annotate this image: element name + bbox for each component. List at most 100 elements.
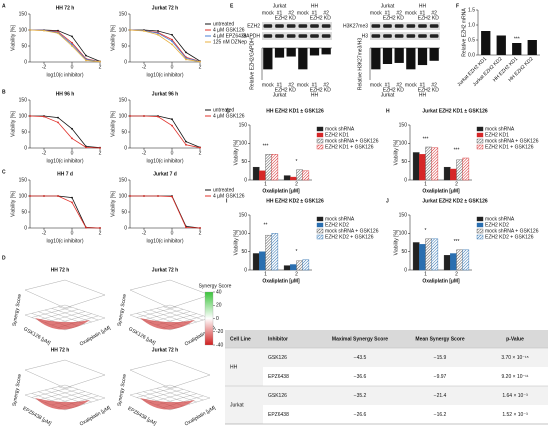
data-point <box>71 41 73 44</box>
blot-band <box>406 34 416 38</box>
bar <box>321 48 331 55</box>
curve <box>130 29 201 62</box>
surface-grid <box>51 388 92 403</box>
lane-label: #1 <box>385 82 391 88</box>
group-label: Jurkat <box>273 92 287 98</box>
surface-plot <box>24 359 106 411</box>
table-cell: Jurkat <box>230 402 244 408</box>
plot-title: HH 72 h <box>51 267 70 273</box>
kd-label: EZH2 KD <box>275 15 297 21</box>
bar <box>481 31 491 55</box>
y-tick-label: 100 <box>399 231 408 237</box>
bar <box>406 48 416 70</box>
bar <box>371 48 381 70</box>
plot-title: Jurkat 72 h <box>152 347 178 353</box>
x-tick-label: -2 <box>42 150 47 156</box>
table-cell: 1.64 × 10⁻³ <box>502 393 528 399</box>
table-cell: −43.5 <box>354 355 367 361</box>
x-tick-label: 2 <box>99 230 102 236</box>
legend-label: mock shRNA + GSK126 <box>325 228 379 234</box>
lane-label: mock <box>262 10 274 16</box>
curve <box>129 29 201 62</box>
table-cell: −16.2 <box>434 412 447 418</box>
bar <box>512 43 522 55</box>
surface-grid <box>163 306 204 321</box>
surface-grid <box>64 384 106 399</box>
bar <box>302 259 310 271</box>
data-point <box>185 140 187 143</box>
surface-box <box>24 359 106 389</box>
surface-grid <box>169 304 211 319</box>
curve <box>29 115 101 149</box>
panel-letter: H <box>386 108 390 114</box>
y-tick-label: 100 <box>19 113 28 119</box>
x-tick-label: 0 <box>71 230 74 236</box>
bar <box>450 253 457 271</box>
y-tick-label: 50 <box>121 43 127 49</box>
x-axis-label: log10(c inhibitor) <box>147 238 184 244</box>
y-axis-label: Viability [%] <box>10 191 16 217</box>
bar <box>298 48 308 70</box>
y-axis-label: Viability [%] <box>393 139 399 165</box>
bar <box>527 40 537 55</box>
data-point <box>43 29 45 32</box>
table-cell: 9.20 × 10⁻¹¹ <box>502 374 529 380</box>
lane-label: #2 <box>323 10 329 16</box>
kd-label: EZH2 KD <box>383 15 405 21</box>
table-cell: −21.4 <box>434 393 447 399</box>
bar <box>425 146 432 181</box>
annotation: *** <box>423 136 429 142</box>
y-tick-label: 0.5 <box>468 37 475 43</box>
curve <box>130 195 201 229</box>
x-axis-label: Oxaliplatin [µM] <box>262 188 300 194</box>
data-point <box>171 38 173 41</box>
y-tick-label: 100 <box>119 113 128 119</box>
legend-label: EZH2 KD2 <box>485 222 509 228</box>
y-axis-label: Relative EZH2/GAPDH <box>249 38 255 90</box>
plot-title: HH EZH2 KD2 ± GSK126 <box>266 198 324 204</box>
bar <box>252 166 260 181</box>
x-axis-label: log10(c inhibitor) <box>47 158 84 164</box>
y-axis-label: Viability [%] <box>110 191 116 217</box>
bar <box>429 48 439 61</box>
data-point <box>29 195 31 197</box>
x-tick-label: -2 <box>142 230 147 236</box>
table-row-bg <box>263 386 548 405</box>
data-point <box>71 127 73 130</box>
bar <box>450 168 457 181</box>
data-point <box>71 35 73 38</box>
group-label: Jurkat <box>381 92 395 98</box>
table-cell: 3.70 × 10⁻¹⁵ <box>501 355 528 361</box>
bar <box>431 147 439 181</box>
legend-swatch <box>316 126 324 132</box>
data-point <box>43 115 45 118</box>
annotation: *** <box>514 36 520 42</box>
x-tick-label: -2 <box>142 150 147 156</box>
x-tick-label: 0 <box>171 64 174 70</box>
bar <box>419 154 426 181</box>
bar <box>274 48 285 58</box>
x-tick-label: 2 <box>455 181 458 187</box>
y-tick-label: 100 <box>399 141 408 147</box>
axis <box>129 100 200 149</box>
panel-letter: I <box>226 198 228 204</box>
plot-title: Jurkat EZH2 KD2 ± GSK126 <box>422 198 487 204</box>
x-axis-label: log10(c inhibitor) <box>47 238 84 244</box>
annotation: ** <box>264 223 268 229</box>
blot-band <box>394 24 404 28</box>
x-tick-label: 1 <box>264 181 267 187</box>
legend-label: EZH2 KD2 + GSK126 <box>485 234 534 240</box>
legend-label: untreated <box>213 21 234 27</box>
lane-label: mock <box>405 10 417 16</box>
surface-plot <box>129 359 211 411</box>
annotation: *** <box>263 144 269 150</box>
x-axis-label: Oxaliplatin [µM] <box>262 278 300 284</box>
curve <box>129 29 201 63</box>
blot-band <box>418 24 427 28</box>
plot-title: Jurkat 72 h <box>152 5 178 11</box>
surface-dip <box>140 398 195 410</box>
x-tick-label: 2 <box>295 181 298 187</box>
bar <box>259 251 266 271</box>
legend-label: untreated <box>213 107 234 113</box>
y-tick-label: 0 <box>404 177 407 183</box>
